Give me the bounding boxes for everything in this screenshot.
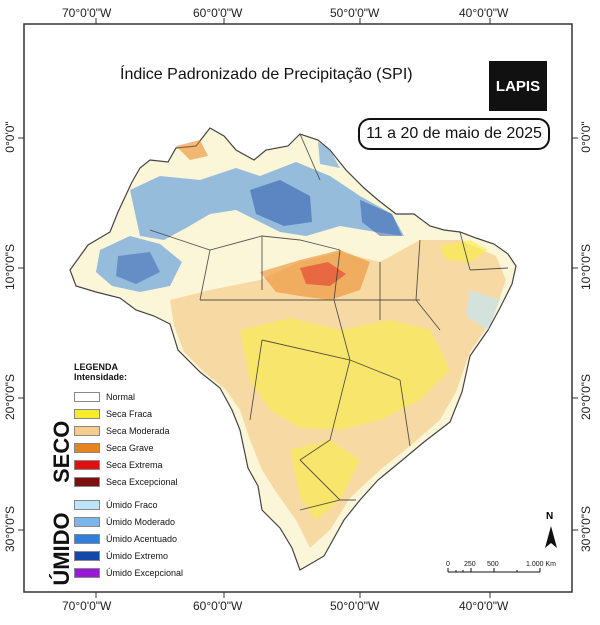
legend-swatch [74, 477, 100, 487]
legend-swatch [74, 517, 100, 527]
legend-item-seca-extrema: Seca Extrema [74, 459, 163, 471]
legend-swatch [74, 392, 100, 402]
legend-swatch [74, 426, 100, 436]
period-box: 11 a 20 de maio de 2025 [358, 118, 550, 150]
lat-tick-left-2: 10°0'0"S [3, 243, 17, 291]
legend-swatch [74, 551, 100, 561]
legend-label: Úmido Moderado [106, 517, 176, 527]
north-label: N [546, 511, 554, 522]
legend-item-umido-acentuado: Úmido Acentuado [74, 533, 177, 545]
seco-label: SECO [49, 420, 74, 483]
legend-swatch [74, 460, 100, 470]
legend-item-normal: Normal [74, 391, 135, 403]
lon-tick-top-3: 50°0'0"W [330, 6, 380, 20]
legend-label: Seca Excepcional [106, 477, 178, 487]
lat-tick-left-1: 0°0'0" [3, 121, 17, 153]
state-boundaries [149, 133, 509, 511]
scale-label-500: 500 [487, 561, 499, 568]
legend-label: Úmido Fraco [106, 500, 158, 510]
period-text: 11 a 20 de maio de 2025 [366, 125, 542, 142]
legend-label: Úmido Extremo [106, 551, 169, 561]
legend-item-seca-fraca: Seca Fraca [74, 408, 152, 420]
legend-subheading: Intensidade: [74, 372, 128, 382]
legend-label: Seca Grave [106, 443, 154, 453]
legend-item-umido-excepcional: Úmido Excepcional [74, 567, 183, 579]
lat-tick-right-3: 20°0'0"S [579, 373, 593, 421]
lon-tick-top-1: 70°0'0"W [62, 6, 112, 20]
north-arrow-icon [545, 526, 557, 548]
spi-patches [96, 140, 506, 548]
scale-label-0: 0 [446, 561, 450, 568]
legend-heading: LEGENDA [74, 362, 119, 372]
legend-swatch [74, 568, 100, 578]
map-title: Índice Padronizado de Precipitação (SPI) [120, 66, 413, 83]
scale-label-1000: 1.000 Km [526, 561, 556, 568]
lat-tick-right-4: 30°0'0"S [579, 505, 593, 553]
lon-tick-bottom-3: 50°0'0"W [330, 599, 380, 613]
legend-item-umido-fraco: Úmido Fraco [74, 499, 158, 511]
legend-item-umido-extremo: Úmido Extremo [74, 550, 168, 562]
legend-label: Seca Fraca [106, 409, 153, 419]
lat-tick-right-2: 10°0'0"S [579, 243, 593, 291]
legend-swatch [74, 534, 100, 544]
lat-tick-right-1: 0°0'0" [579, 121, 593, 153]
umido-label: ÚMIDO [49, 512, 74, 586]
legend-item-seca-excepcional: Seca Excepcional [74, 476, 178, 488]
legend-swatch [74, 443, 100, 453]
legend-label: Normal [106, 392, 136, 402]
scale-bar [447, 568, 541, 573]
legend-title: LEGENDA Intensidade: [74, 362, 127, 382]
frame-border [23, 23, 573, 593]
legend-label: Úmido Excepcional [106, 568, 184, 578]
scale-label-250: 250 [464, 561, 476, 568]
lon-tick-bottom-1: 70°0'0"W [62, 599, 112, 613]
lat-tick-left-4: 30°0'0"S [3, 505, 17, 553]
legend-item-seca-grave: Seca Grave [74, 442, 154, 454]
legend-swatch [74, 409, 100, 419]
lapis-logo: LAPIS [489, 61, 547, 111]
lat-tick-left-3: 20°0'0"S [3, 373, 17, 421]
lon-tick-top-2: 60°0'0"W [193, 6, 243, 20]
lon-tick-bottom-4: 40°0'0"W [459, 599, 509, 613]
legend-label: Seca Extrema [106, 460, 163, 470]
legend-swatch [74, 500, 100, 510]
lon-tick-top-4: 40°0'0"W [459, 6, 509, 20]
lon-tick-bottom-2: 60°0'0"W [193, 599, 243, 613]
legend-label: Seca Moderada [106, 426, 170, 436]
logo-text: LAPIS [495, 77, 541, 95]
legend-item-umido-moderado: Úmido Moderado [74, 516, 175, 528]
legend-item-seca-moderada: Seca Moderada [74, 425, 170, 437]
legend-label: Úmido Acentuado [106, 534, 178, 544]
